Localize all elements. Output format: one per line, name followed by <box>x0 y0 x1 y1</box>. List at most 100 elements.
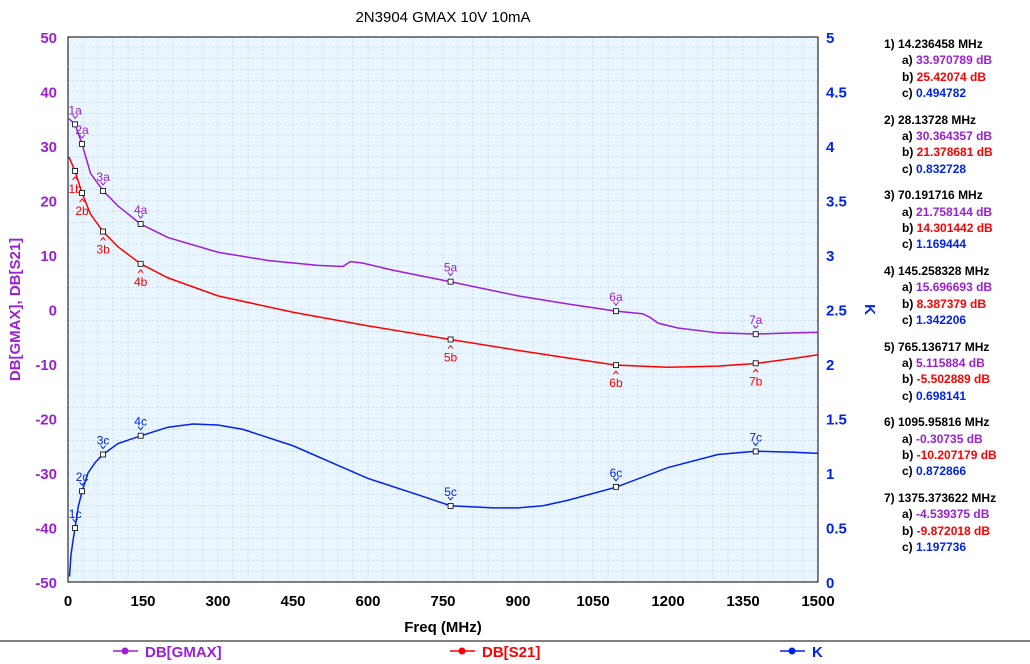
marker-label: 2a <box>75 123 89 137</box>
y2-tick-label: 3 <box>826 248 834 265</box>
marker-label: 5b <box>444 350 458 364</box>
marker-point <box>752 360 759 367</box>
marker-label: 7a <box>749 313 763 327</box>
marker-label: 4c <box>134 415 147 429</box>
marker-point <box>100 228 106 235</box>
marker-label: 3c <box>97 434 110 448</box>
x-tick-label: 600 <box>355 593 380 610</box>
marker-value-a: a) 30.364357 dB <box>902 128 993 143</box>
marker-caret-icon <box>613 301 619 306</box>
marker-caret-icon <box>79 481 85 487</box>
marker-value-b: b) 21.378681 dB <box>902 145 993 160</box>
series-line-db-s21- <box>68 156 819 369</box>
marker-label: 1b <box>68 182 82 196</box>
marker-caret-icon <box>447 496 454 501</box>
marker-value-a: a) -4.539375 dB <box>902 507 990 522</box>
marker-caret-icon <box>72 115 79 120</box>
marker-value-a: a) 33.970789 dB <box>902 53 993 68</box>
x-tick-label: 450 <box>280 593 305 610</box>
x-tick-label: 300 <box>205 593 230 610</box>
y-tick-label: -40 <box>35 521 57 538</box>
marker-label: 3a <box>96 170 110 184</box>
marker-label: 5c <box>444 485 457 499</box>
marker-caret-icon <box>613 370 619 375</box>
y-tick-label: -10 <box>35 357 57 374</box>
marker-label: 1c <box>69 507 82 521</box>
x-tick-label: 1050 <box>576 593 609 610</box>
series-line-db-gmax- <box>68 118 819 335</box>
marker-point <box>613 308 619 315</box>
y2-tick-label: 1.5 <box>826 412 847 429</box>
marker-point <box>72 168 79 174</box>
marker-caret-icon <box>100 236 106 241</box>
series-line-k <box>68 423 819 577</box>
y-tick-label: 50 <box>40 30 57 47</box>
marker-point <box>79 141 85 147</box>
legend-marker <box>458 647 466 655</box>
marker-point <box>137 432 144 439</box>
marker-caret-icon <box>447 272 454 277</box>
y-tick-label: 10 <box>40 248 57 265</box>
marker-point <box>752 331 759 338</box>
marker-label: 1a <box>68 103 82 117</box>
marker-point <box>79 488 85 495</box>
marker-readout: 7) 1375.373622 MHz a) -4.539375 dB b) -9.8… <box>884 490 997 555</box>
marker-readout: 5) 765.136717 MHz a) 5.115884 dB b) -5.502… <box>884 339 997 404</box>
marker-caret-icon <box>72 176 79 181</box>
marker-caret-icon <box>100 445 106 450</box>
y2-tick-label: 2.5 <box>826 303 847 320</box>
y2-tick-label: 3.5 <box>826 194 847 211</box>
marker-value-c: c) 1.197736 <box>902 540 967 555</box>
marker-frequency: 2) 28.13728 MHz <box>884 112 977 127</box>
marker-label: 7c <box>749 430 762 444</box>
y-tick-label: 20 <box>40 194 57 211</box>
marker-value-b: b) -9.872018 dB <box>902 523 991 538</box>
marker-value-c: c) 1.169444 <box>902 237 967 252</box>
marker-frequency: 7) 1375.373622 MHz <box>884 491 997 506</box>
marker-readout-panel: 1) 14.236458 MHz a) 33.970789 dB b) 25.420… <box>884 36 997 566</box>
legend-marker <box>788 647 796 655</box>
marker-caret-icon <box>137 269 144 274</box>
marker-label: 3b <box>96 243 110 257</box>
marker-point <box>613 483 619 490</box>
legend-label: DB[S21] <box>482 644 540 661</box>
y2-tick-label: 2 <box>826 357 834 374</box>
marker-label: 2c <box>76 470 89 484</box>
x-tick-label: 1200 <box>651 593 684 610</box>
marker-label: 7b <box>749 374 763 388</box>
marker-caret-icon <box>447 344 454 349</box>
y-tick-label: -30 <box>35 466 57 483</box>
y-tick-label: 40 <box>40 85 57 102</box>
marker-frequency: 4) 145.258328 MHz <box>884 264 990 279</box>
marker-point <box>72 121 79 128</box>
marker-value-a: a) 15.696693 dB <box>902 280 993 295</box>
marker-value-a: a) -0.30735 dB <box>902 431 983 446</box>
marker-value-b: b) 8.387379 dB <box>902 296 987 311</box>
marker-caret-icon <box>752 442 759 447</box>
y-tick-label: 30 <box>40 139 57 156</box>
plot-border <box>67 36 819 583</box>
marker-value-b: b) -5.502889 dB <box>902 372 991 387</box>
marker-point <box>79 190 85 196</box>
marker-point <box>100 188 106 194</box>
legend-label: K <box>812 644 823 661</box>
marker-value-a: a) 21.758144 dB <box>902 204 993 219</box>
y2-tick-label: 4 <box>826 139 835 156</box>
marker-readout: 1) 14.236458 MHz a) 33.970789 dB b) 25.420… <box>884 36 997 101</box>
marker-readout: 4) 145.258328 MHz a) 15.696693 dB b) 8.387… <box>884 263 997 328</box>
marker-value-c: c) 1.342206 <box>902 312 967 327</box>
marker-readout: 2) 28.13728 MHz a) 30.364357 dB b) 21.3786… <box>884 112 997 177</box>
chart-title: 2N3904 GMAX 10V 10mA <box>355 9 530 26</box>
marker-value-b: b) 14.301442 dB <box>902 220 993 235</box>
marker-frequency: 6) 1095.95816 MHz <box>884 415 990 430</box>
y-axis-label: DB[GMAX], DB[S21] <box>7 238 24 381</box>
marker-caret-icon <box>72 518 79 523</box>
marker-label: 6a <box>609 290 623 304</box>
marker-point <box>100 451 106 458</box>
marker-point <box>447 336 454 343</box>
marker-value-b: b) -10.207179 dB <box>902 448 997 463</box>
x-axis-label: Freq (MHz) <box>404 619 482 636</box>
marker-caret-icon <box>100 181 106 186</box>
marker-caret-icon <box>752 324 759 330</box>
